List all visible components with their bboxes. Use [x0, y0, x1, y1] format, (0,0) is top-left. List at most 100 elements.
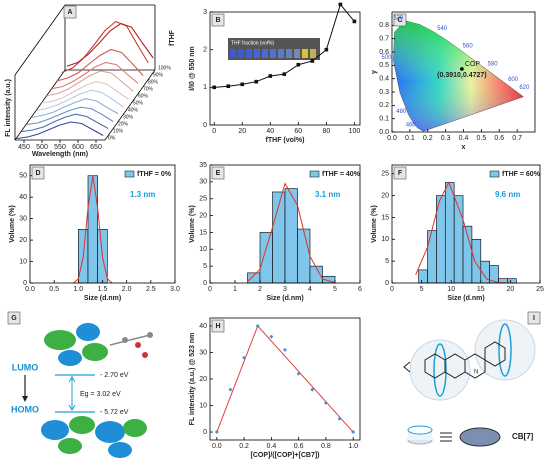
- x-tick-label: 0.5: [49, 286, 59, 293]
- fit-curve: [73, 175, 113, 284]
- legend-label: 60%: [138, 93, 149, 99]
- y-tick-label: 20: [199, 376, 207, 383]
- panel-label: D: [35, 170, 40, 177]
- y-tick-label: 0.7: [379, 36, 389, 43]
- marker: [240, 82, 245, 87]
- y-tick-label: 10: [199, 246, 207, 253]
- gap-energy: Eg = 3.02 eV: [80, 391, 121, 398]
- y-tick-label: 0.3: [379, 89, 389, 96]
- spectrum: [56, 48, 144, 82]
- z-axis-label: fTHF: [169, 29, 176, 46]
- x-tick-label: 5: [420, 286, 424, 293]
- point-label: (0.3910,0.4727): [437, 72, 486, 79]
- y-tick-label: 10: [199, 402, 207, 409]
- x-axis-label: Wavelength (nm): [32, 151, 88, 158]
- legend-label: 70%: [143, 86, 154, 92]
- x-tick-label: 0.0: [25, 286, 35, 293]
- y-tick-label: 25: [381, 171, 389, 178]
- point: [242, 355, 247, 360]
- x-tick-label: 0.2: [239, 443, 249, 450]
- x-tick-label: 0.8: [321, 443, 331, 450]
- legend-label: 100%: [158, 65, 171, 71]
- spectrum: [41, 81, 129, 104]
- legend-label: 80%: [148, 79, 159, 85]
- y-axis-label: FL intensity (a.u.) @ 523 nm: [189, 333, 196, 426]
- point: [255, 323, 260, 328]
- x-tick-label: 80: [322, 128, 330, 135]
- panel-badge: [393, 13, 407, 27]
- marker: [310, 59, 315, 63]
- marker: [324, 47, 329, 52]
- bar: [87, 175, 98, 284]
- spectrum: [31, 98, 119, 119]
- marker: [296, 62, 301, 67]
- panel-label: B: [215, 17, 220, 24]
- marker: [212, 85, 217, 90]
- wavelength-label: 500: [381, 55, 392, 61]
- panel-badge: [31, 166, 45, 180]
- point: [296, 371, 301, 376]
- y-tick-label: 25: [199, 196, 207, 203]
- x-tick-label: 0.7: [512, 135, 522, 142]
- y-axis-label: Volume (%): [371, 205, 378, 243]
- y-tick-label: 50: [19, 173, 27, 180]
- bar: [427, 230, 437, 284]
- legend-label: 40%: [128, 107, 139, 113]
- legend-label: 10%: [113, 128, 124, 134]
- bar: [507, 278, 517, 284]
- x-tick-label: 0: [208, 286, 212, 293]
- x-axis-label: Size (d.nm): [447, 295, 484, 302]
- wavelength-label: 580: [488, 62, 499, 68]
- wavelength-label: 540: [437, 26, 448, 32]
- marker: [226, 84, 231, 89]
- x-tick-label: 0.1: [405, 135, 415, 142]
- x-tick-label: 0.0: [212, 443, 222, 450]
- x-tick-label: 0.0: [387, 135, 397, 142]
- atom: N: [474, 370, 478, 376]
- y-tick-label: 1: [203, 84, 207, 91]
- spectrum: [16, 121, 104, 140]
- panel-badge: [211, 13, 225, 27]
- panel-label: G: [11, 315, 17, 322]
- point: [323, 400, 328, 405]
- x-tick-label: 2.0: [122, 286, 132, 293]
- marker: [338, 2, 343, 7]
- x-tick-label: 100: [349, 128, 361, 135]
- waterfall-box: [14, 4, 156, 141]
- spectrum: [26, 106, 114, 126]
- x-tick-label: 0: [212, 128, 216, 135]
- marker: [268, 74, 273, 78]
- x-tick-label: 0.4: [266, 443, 276, 450]
- cie-shade: [393, 20, 524, 132]
- legend-label: 0%: [108, 135, 116, 141]
- x-tick-label: 10: [447, 286, 455, 293]
- bar: [444, 182, 455, 284]
- y-tick-label: 0.6: [379, 49, 389, 56]
- x-tick-label: 1.5: [98, 286, 108, 293]
- bar: [418, 269, 428, 284]
- legend-swatch: [124, 170, 135, 178]
- y-tick-label: 20: [199, 212, 207, 219]
- host-label: CB[7]: [512, 432, 534, 441]
- plot-frame: [209, 317, 361, 441]
- point: [228, 387, 233, 392]
- panel-badge: [393, 166, 407, 180]
- lumo-energy: - 2.70 eV: [100, 372, 129, 379]
- inset-label: THF fraction (vol%): [231, 40, 274, 46]
- y-tick-label: 0.0: [379, 129, 389, 136]
- x-tick-label: 2: [258, 286, 262, 293]
- x-axis-label: Size (d.nm): [266, 295, 303, 302]
- lumo-label: LUMO: [12, 362, 39, 372]
- y-tick-label: 15: [199, 229, 207, 236]
- y-axis-label: FL intensity (a.u.): [5, 79, 12, 137]
- x-tick-label: 0.6: [294, 443, 304, 450]
- wavelength-label: 600: [508, 77, 519, 83]
- y-tick-label: 30: [199, 179, 207, 186]
- y-tick-label: 15: [381, 214, 389, 221]
- panel-label: I: [533, 315, 535, 322]
- wavelength-label: 560: [463, 43, 474, 49]
- y-tick-label: 5: [385, 258, 389, 265]
- y-tick-label: 20: [381, 192, 389, 199]
- inset-photo: [228, 38, 320, 60]
- y-tick-label: 30: [19, 215, 27, 222]
